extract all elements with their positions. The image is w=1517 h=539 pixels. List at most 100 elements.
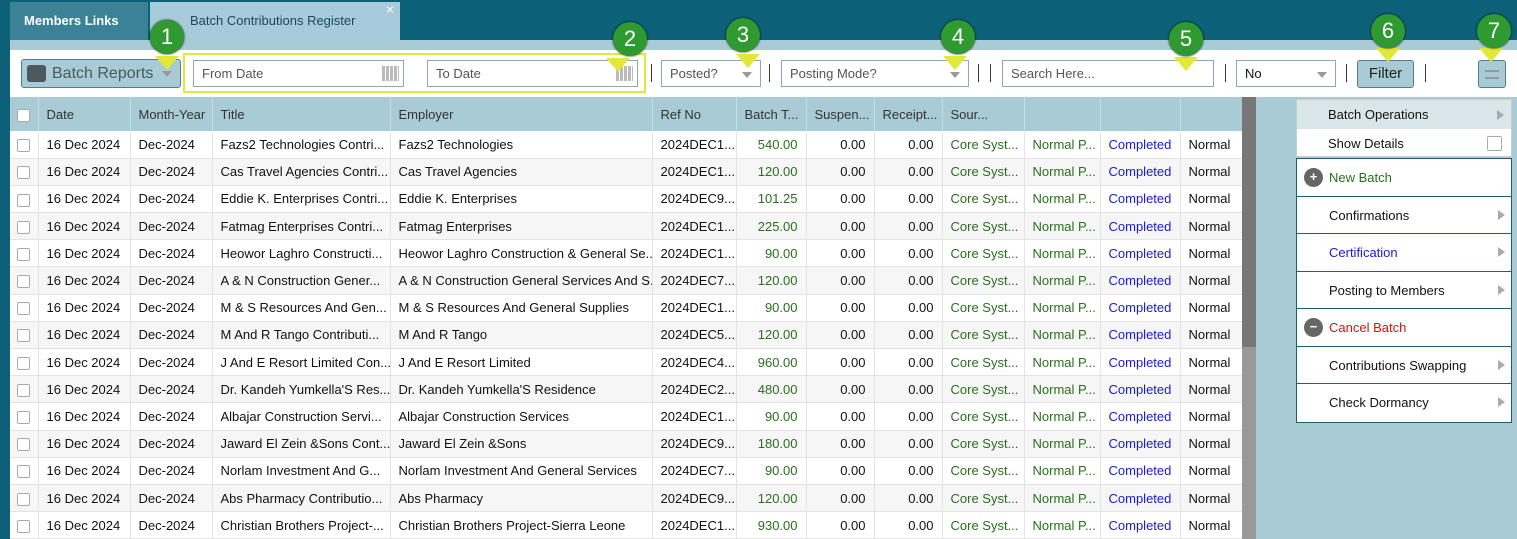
menu-item-cancel-batch[interactable]: − Cancel Batch [1297, 309, 1511, 347]
table-cell: Normal [1180, 375, 1243, 404]
table-row[interactable]: 16 Dec 2024 Dec-2024 J And E Resort Limite… [10, 348, 1243, 377]
row-checkbox[interactable] [10, 402, 39, 431]
menu-item-certification[interactable]: Certification [1297, 234, 1511, 272]
hamburger-menu-button[interactable] [1478, 60, 1506, 88]
table-cell[interactable]: Completed [1100, 239, 1181, 268]
table-row[interactable]: 16 Dec 2024 Dec-2024 A & N Construction Ge… [10, 266, 1243, 295]
table-cell[interactable]: Completed [1100, 402, 1181, 431]
row-checkbox[interactable] [10, 158, 39, 186]
tab-members-links[interactable]: Members Links [10, 2, 148, 40]
menu-item-check-dormancy[interactable]: Check Dormancy [1297, 384, 1511, 422]
menu-item-posting-to-members[interactable]: Posting to Members [1297, 272, 1511, 309]
row-checkbox[interactable] [10, 511, 39, 539]
column-header[interactable]: Batch T... [736, 97, 807, 131]
table-cell[interactable]: Completed [1100, 266, 1181, 295]
to-date-input[interactable]: To Date [427, 60, 638, 87]
callout-arrow [943, 56, 967, 70]
row-checkbox[interactable] [10, 321, 39, 350]
no-select[interactable]: No [1236, 60, 1336, 87]
show-details-checkbox[interactable] [1487, 136, 1502, 151]
table-cell: Core Syst... [942, 266, 1025, 295]
table-cell[interactable]: Completed [1100, 294, 1181, 322]
vertical-scrollbar[interactable] [1242, 97, 1256, 539]
batch-operations-item[interactable]: Batch Operations [1297, 100, 1511, 129]
column-header[interactable]: Ref No [652, 97, 737, 131]
row-checkbox[interactable] [10, 348, 39, 377]
table-cell[interactable]: Completed [1100, 131, 1181, 159]
calendar-icon[interactable] [382, 66, 399, 81]
table-cell: Dec-2024 [130, 239, 213, 268]
column-header[interactable]: Title [212, 97, 391, 131]
column-header[interactable]: Employer [390, 97, 653, 131]
row-checkbox[interactable] [10, 212, 39, 241]
table-cell[interactable]: Completed [1100, 212, 1181, 241]
filter-button[interactable]: Filter [1357, 60, 1414, 88]
table-row[interactable]: 16 Dec 2024 Dec-2024 M & S Resources And G… [10, 294, 1243, 322]
row-checkbox[interactable] [10, 185, 39, 214]
table-cell: 0.00 [806, 266, 875, 295]
select-all-checkbox[interactable] [10, 97, 39, 131]
table-row[interactable]: 16 Dec 2024 Dec-2024 Dr. Kandeh Yumkella'S… [10, 375, 1243, 404]
table-cell[interactable]: Completed [1100, 484, 1181, 513]
table-cell[interactable]: Completed [1100, 430, 1181, 458]
batch-reports-button[interactable]: Batch Reports [21, 59, 181, 88]
table-row[interactable]: 16 Dec 2024 Dec-2024 Christian Brothers Pr… [10, 511, 1243, 539]
table-cell[interactable]: Completed [1100, 457, 1181, 485]
row-checkbox[interactable] [10, 457, 39, 485]
table-row[interactable]: 16 Dec 2024 Dec-2024 Jaward El Zein &Sons … [10, 430, 1243, 458]
menu-item-confirmations[interactable]: Confirmations [1297, 197, 1511, 234]
table-cell: Eddie K. Enterprises Contri... [212, 185, 391, 214]
table-cell: 16 Dec 2024 [38, 348, 131, 377]
table-cell[interactable]: Completed [1100, 511, 1181, 539]
column-header[interactable]: Month-Year [130, 97, 213, 131]
table-row[interactable]: 16 Dec 2024 Dec-2024 M And R Tango Contrib… [10, 321, 1243, 350]
row-checkbox[interactable] [10, 484, 39, 513]
table-cell: 0.00 [874, 402, 943, 431]
table-cell: Core Syst... [942, 158, 1025, 186]
table-row[interactable]: 16 Dec 2024 Dec-2024 Heowor Laghro Constru… [10, 239, 1243, 268]
table-cell[interactable]: Completed [1100, 185, 1181, 214]
table-cell: Normal [1180, 511, 1243, 539]
table-row[interactable]: 16 Dec 2024 Dec-2024 Fatmag Enterprises Co… [10, 212, 1243, 241]
table-row[interactable]: 16 Dec 2024 Dec-2024 Albajar Construction … [10, 402, 1243, 431]
column-header[interactable]: Date [38, 97, 131, 131]
menu-item-label: Posting to Members [1329, 282, 1445, 298]
column-header[interactable] [1024, 97, 1101, 131]
table-row[interactable]: 16 Dec 2024 Dec-2024 Fazs2 Technologies Co… [10, 131, 1243, 159]
row-checkbox[interactable] [10, 131, 39, 159]
table-row[interactable]: 16 Dec 2024 Dec-2024 Cas Travel Agencies C… [10, 158, 1243, 186]
menu-item-label: Cancel Batch [1329, 320, 1407, 335]
show-details-item[interactable]: Show Details [1297, 129, 1511, 158]
table-cell[interactable]: Completed [1100, 375, 1181, 404]
column-header[interactable]: Suspen... [806, 97, 875, 131]
menu-item-label: Certification [1329, 245, 1398, 260]
scrollbar-thumb[interactable] [1242, 97, 1256, 347]
callout-badge: 2 [613, 22, 647, 56]
table-row[interactable]: 16 Dec 2024 Dec-2024 Norlam Investment And… [10, 457, 1243, 485]
table-cell: Normal [1180, 402, 1243, 431]
close-tab-icon[interactable]: × [385, 1, 394, 17]
row-checkbox[interactable] [10, 239, 39, 268]
row-checkbox[interactable] [10, 266, 39, 295]
menu-item-contributions-swapping[interactable]: Contributions Swapping [1297, 347, 1511, 384]
batch-operations-menu: + New Batch Confirmations Certification Post… [1296, 158, 1512, 423]
table-row[interactable]: 16 Dec 2024 Dec-2024 Eddie K. Enterprises … [10, 185, 1243, 214]
table-cell: J And E Resort Limited Con... [212, 348, 391, 377]
row-checkbox[interactable] [10, 375, 39, 404]
posting-mode-select[interactable]: Posting Mode? [781, 60, 969, 87]
table-cell[interactable]: Completed [1100, 158, 1181, 186]
table-cell: 120.00 [736, 484, 807, 513]
column-header[interactable]: Receipt... [874, 97, 943, 131]
table-cell[interactable]: Completed [1100, 348, 1181, 377]
menu-item-new-batch[interactable]: + New Batch [1297, 159, 1511, 197]
column-header[interactable] [1100, 97, 1181, 131]
tab-batch-contributions-register[interactable]: Batch Contributions Register × [150, 2, 400, 40]
column-header[interactable] [1180, 97, 1243, 131]
table-cell: 0.00 [874, 375, 943, 404]
row-checkbox[interactable] [10, 430, 39, 458]
table-cell[interactable]: Completed [1100, 321, 1181, 350]
from-date-input[interactable]: From Date [193, 60, 404, 87]
column-header[interactable]: Sour... [942, 97, 1025, 131]
table-row[interactable]: 16 Dec 2024 Dec-2024 Abs Pharmacy Contribu… [10, 484, 1243, 513]
row-checkbox[interactable] [10, 294, 39, 322]
